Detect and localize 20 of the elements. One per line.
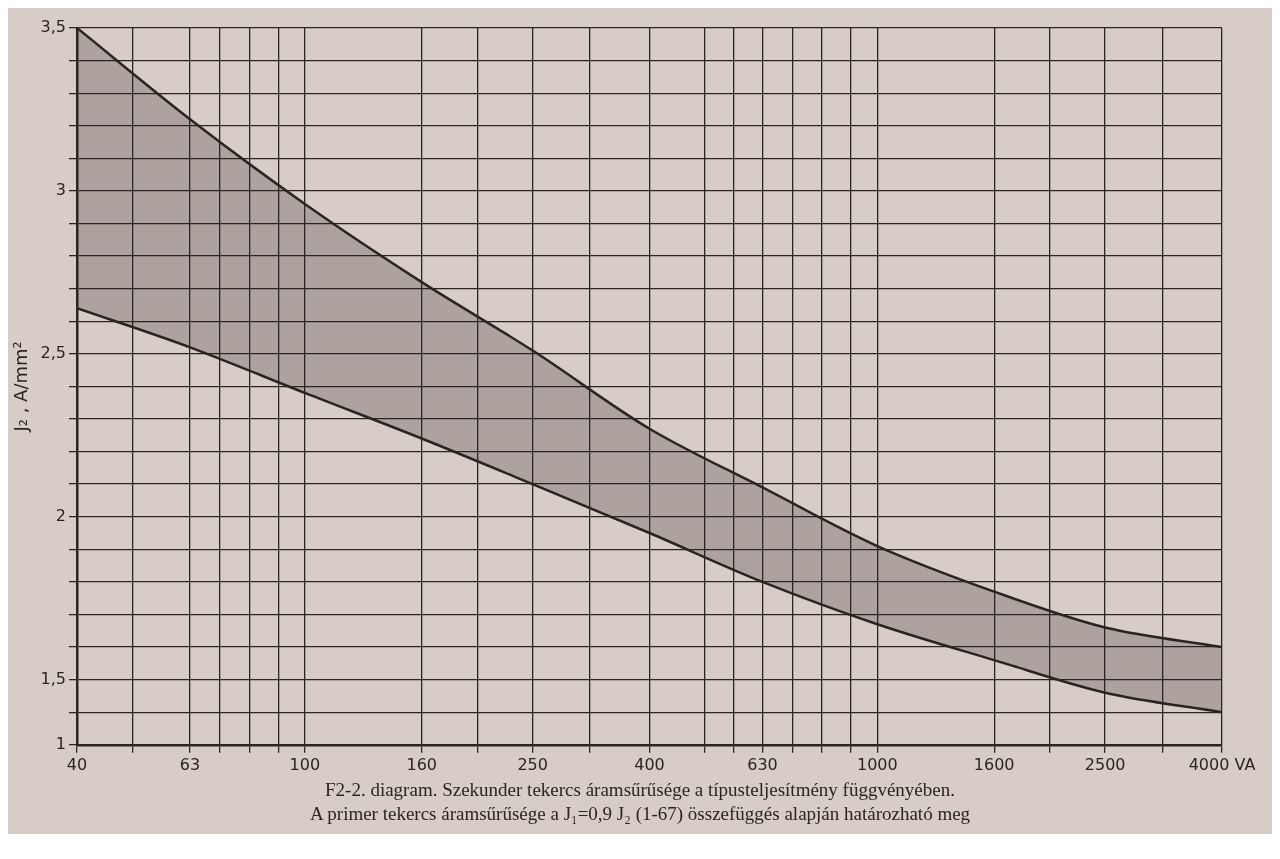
x-tick-label: 2500 [1084, 754, 1126, 774]
x-tick-label: 1000 [856, 754, 898, 774]
y-tick-label: 1,5 [40, 668, 67, 688]
y-tick-label: 1 [55, 733, 67, 753]
x-tick-label: 630 [747, 754, 778, 774]
y-tick-label: 3,5 [40, 17, 67, 37]
y-axis-title: J₂ , A/mm² [10, 341, 32, 433]
x-tick-label: 250 [517, 754, 548, 774]
x-tick-label: 63 [179, 754, 201, 774]
text: F2-2. diagram. Szekunder tekercs áramsűrűsége a típusteljesítmény függvényében. [324, 778, 956, 802]
x-tick-label: 160 [406, 754, 437, 774]
x-tick-label: 1600 [973, 754, 1015, 774]
x-tick-label: 100 [289, 754, 321, 774]
x-tick-label: 4000 VA [1188, 754, 1256, 774]
text: A primer tekercs áramsűrűsége a J₁=0,9 J₂ (1-67) összefüggés alapján határozható meg [308, 802, 972, 826]
y-tick-label: 3 [55, 180, 67, 200]
y-tick-label: 2 [55, 505, 67, 525]
x-tick-label: 400 [634, 754, 665, 774]
y-tick-label: 2,5 [40, 342, 67, 362]
x-tick-label: 40 [66, 754, 88, 774]
